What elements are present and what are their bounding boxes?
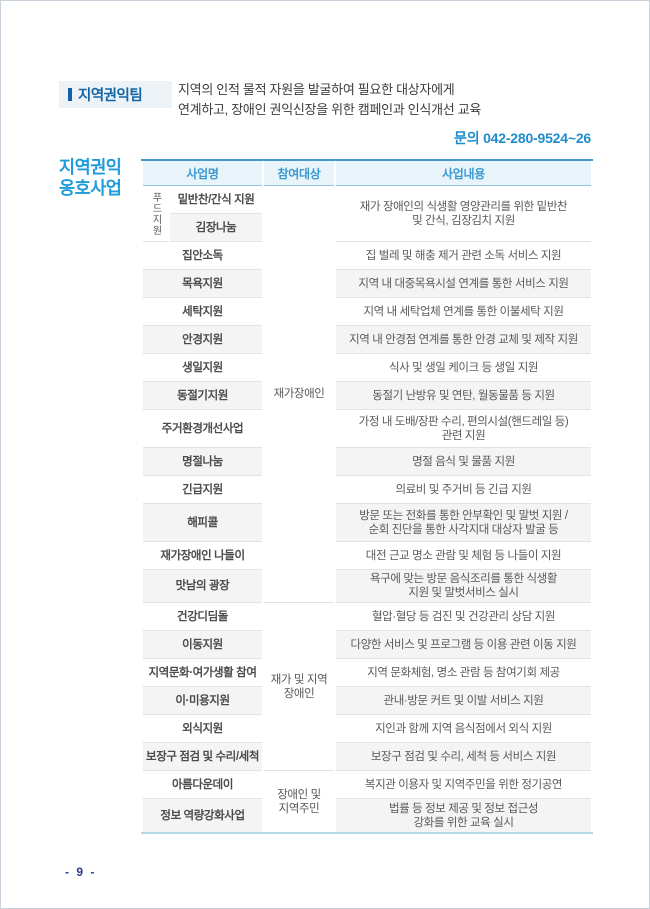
content-cell: 다양한 서비스 및 프로그램 등 이용 관련 이동 지원: [336, 631, 591, 659]
content-cell: 지역 내 안경점 연계를 통한 안경 교체 및 제작 지원: [336, 326, 591, 354]
content-cell: 방문 또는 전화를 통한 안부확인 및 말벗 지원 / 순회 진단을 통한 사각…: [336, 504, 591, 542]
program-name-cell: 김장나눔: [170, 214, 263, 242]
content-cell: 가정 내 도배/장판 수리, 편의시설(핸드레일 등) 관련 지원: [336, 410, 591, 448]
content-cell: 욕구에 맞는 방문 음식조리를 통한 식생활 지원 및 말벗서비스 실시: [336, 570, 591, 603]
team-label: 지역권익팀: [78, 88, 143, 104]
program-name-cell: 안경지원: [143, 326, 263, 354]
accent-bar-icon: [68, 88, 72, 101]
program-name-cell: 아름다운데이: [143, 771, 263, 799]
contact-info: 문의 042-280-9524~26: [454, 130, 591, 146]
program-name-cell: 이동지원: [143, 631, 263, 659]
section-title: 지역권익 옹호사업: [59, 157, 122, 198]
content-cell: 관내·방문 커트 및 이발 서비스 지원: [336, 687, 591, 715]
target-cell: 재가 및 지역 장애인: [264, 603, 335, 771]
target-cell: 장애인 및 지역주민: [264, 771, 335, 832]
program-name-cell: 보장구 점검 및 수리/세척: [143, 743, 263, 771]
program-name-cell: 세탁지원: [143, 298, 263, 326]
program-name-cell: 재가장애인 나들이: [143, 542, 263, 570]
content-cell: 보장구 점검 및 수리, 세척 등 서비스 지원: [336, 743, 591, 771]
content-cell: 법률 등 정보 제공 및 정보 접근성 강화를 위한 교육 실시: [336, 799, 591, 832]
food-group-vertical-label: 푸드지원: [143, 186, 168, 242]
program-name-cell: 외식지원: [143, 715, 263, 743]
program-name-cell: 집안소독: [143, 242, 263, 270]
program-name-cell: 정보 역량강화사업: [143, 799, 263, 832]
program-name-cell: 밑반찬/간식 지원: [170, 186, 263, 214]
content-cell: 혈압·혈당 등 검진 및 건강관리 상담 지원: [336, 603, 591, 631]
content-cell: 복지관 이용자 및 지역주민을 위한 정기공연: [336, 771, 591, 799]
program-name-cell: 생일지원: [143, 354, 263, 382]
programs-table: 사업명 참여대상 사업내용 푸드지원 밑반찬/간식 지원 재가장애인 재가 장애…: [141, 159, 593, 834]
content-cell: 의료비 및 주거비 등 긴급 지원: [336, 476, 591, 504]
content-cell: 지역 내 세탁업체 연계를 통한 이불세탁 지원: [336, 298, 591, 326]
content-cell: 재가 장애인의 식생활 영양관리를 위한 밑반찬 및 간식, 김장김치 지원: [336, 186, 591, 242]
content-cell: 지역 문화체험, 명소 관람 등 참여기회 제공: [336, 659, 591, 687]
program-name-cell: 지역문화·여가생활 참여: [143, 659, 263, 687]
page-number: - 9 -: [65, 865, 97, 879]
program-name-cell: 목욕지원: [143, 270, 263, 298]
content-cell: 명절 음식 및 물품 지원: [336, 448, 591, 476]
programs-table-container: 사업명 참여대상 사업내용 푸드지원 밑반찬/간식 지원 재가장애인 재가 장애…: [141, 159, 593, 834]
col-header-content: 사업내용: [336, 161, 591, 186]
target-cell: 재가장애인: [264, 186, 335, 603]
content-cell: 식사 및 생일 케이크 등 생일 지원: [336, 354, 591, 382]
content-cell: 집 벌레 및 해충 제거 관련 소독 서비스 지원: [336, 242, 591, 270]
team-description: 지역의 인적 물적 자원을 발굴하여 필요한 대상자에게 연계하고, 장애인 권…: [178, 82, 482, 117]
content-cell: 지역 내 대중목욕시설 연계를 통한 서비스 지원: [336, 270, 591, 298]
content-cell: 동절기 난방유 및 연탄, 월동물품 등 지원: [336, 382, 591, 410]
program-name-cell: 명절나눔: [143, 448, 263, 476]
program-name-cell: 맛남의 광장: [143, 570, 263, 603]
col-header-program: 사업명: [143, 161, 263, 186]
program-name-cell: 건강디딤돌: [143, 603, 263, 631]
program-name-cell: 해피콜: [143, 504, 263, 542]
program-name-cell: 이·미용지원: [143, 687, 263, 715]
program-name-cell: 주거환경개선사업: [143, 410, 263, 448]
program-name-cell: 동절기지원: [143, 382, 263, 410]
content-cell: 대전 근교 명소 관람 및 체험 등 나들이 지원: [336, 542, 591, 570]
team-badge: 지역권익팀: [59, 81, 172, 108]
content-cell: 지인과 함께 지역 음식점에서 외식 지원: [336, 715, 591, 743]
program-name-cell: 긴급지원: [143, 476, 263, 504]
col-header-target: 참여대상: [264, 161, 335, 186]
